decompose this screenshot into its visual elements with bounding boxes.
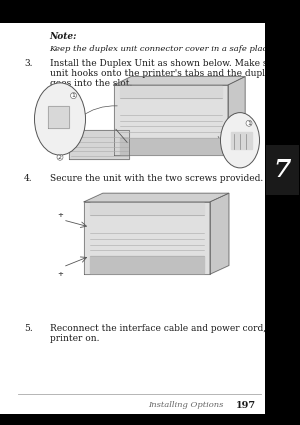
Polygon shape [228, 76, 245, 155]
Text: Secure the unit with the two screws provided.: Secure the unit with the two screws prov… [50, 174, 263, 183]
Polygon shape [231, 132, 252, 149]
FancyBboxPatch shape [266, 144, 298, 196]
Polygon shape [84, 202, 210, 274]
FancyBboxPatch shape [0, 0, 300, 23]
Text: Installing Options: Installing Options [148, 401, 224, 409]
Text: 2: 2 [58, 155, 62, 160]
Circle shape [34, 83, 86, 155]
Polygon shape [84, 193, 229, 202]
Text: 197: 197 [236, 401, 256, 410]
Polygon shape [114, 85, 228, 155]
Polygon shape [69, 130, 129, 159]
FancyBboxPatch shape [265, 0, 300, 425]
Text: Note:: Note: [50, 32, 77, 41]
Text: 7: 7 [274, 158, 291, 182]
Polygon shape [90, 203, 204, 215]
Text: +: + [57, 212, 63, 218]
Text: Reconnect the interface cable and power cord, then turn the
printer on.: Reconnect the interface cable and power … [50, 324, 300, 343]
Text: +: + [57, 271, 63, 277]
Text: 3.: 3. [24, 59, 32, 68]
Polygon shape [114, 76, 245, 85]
Polygon shape [120, 86, 222, 98]
Text: Keep the duplex unit connector cover in a safe place prevent to lose.: Keep the duplex unit connector cover in … [50, 45, 300, 53]
Text: 4.: 4. [24, 174, 33, 183]
Circle shape [220, 113, 260, 168]
Polygon shape [48, 106, 69, 128]
Text: 1: 1 [247, 121, 251, 126]
Text: 5.: 5. [24, 324, 33, 333]
Polygon shape [210, 193, 229, 274]
Polygon shape [90, 256, 204, 273]
Text: 1: 1 [72, 93, 75, 98]
Polygon shape [120, 138, 222, 154]
Text: Install the Duplex Unit as shown below. Make sure that the
unit hooks onto the p: Install the Duplex Unit as shown below. … [50, 59, 300, 88]
FancyBboxPatch shape [0, 414, 300, 425]
